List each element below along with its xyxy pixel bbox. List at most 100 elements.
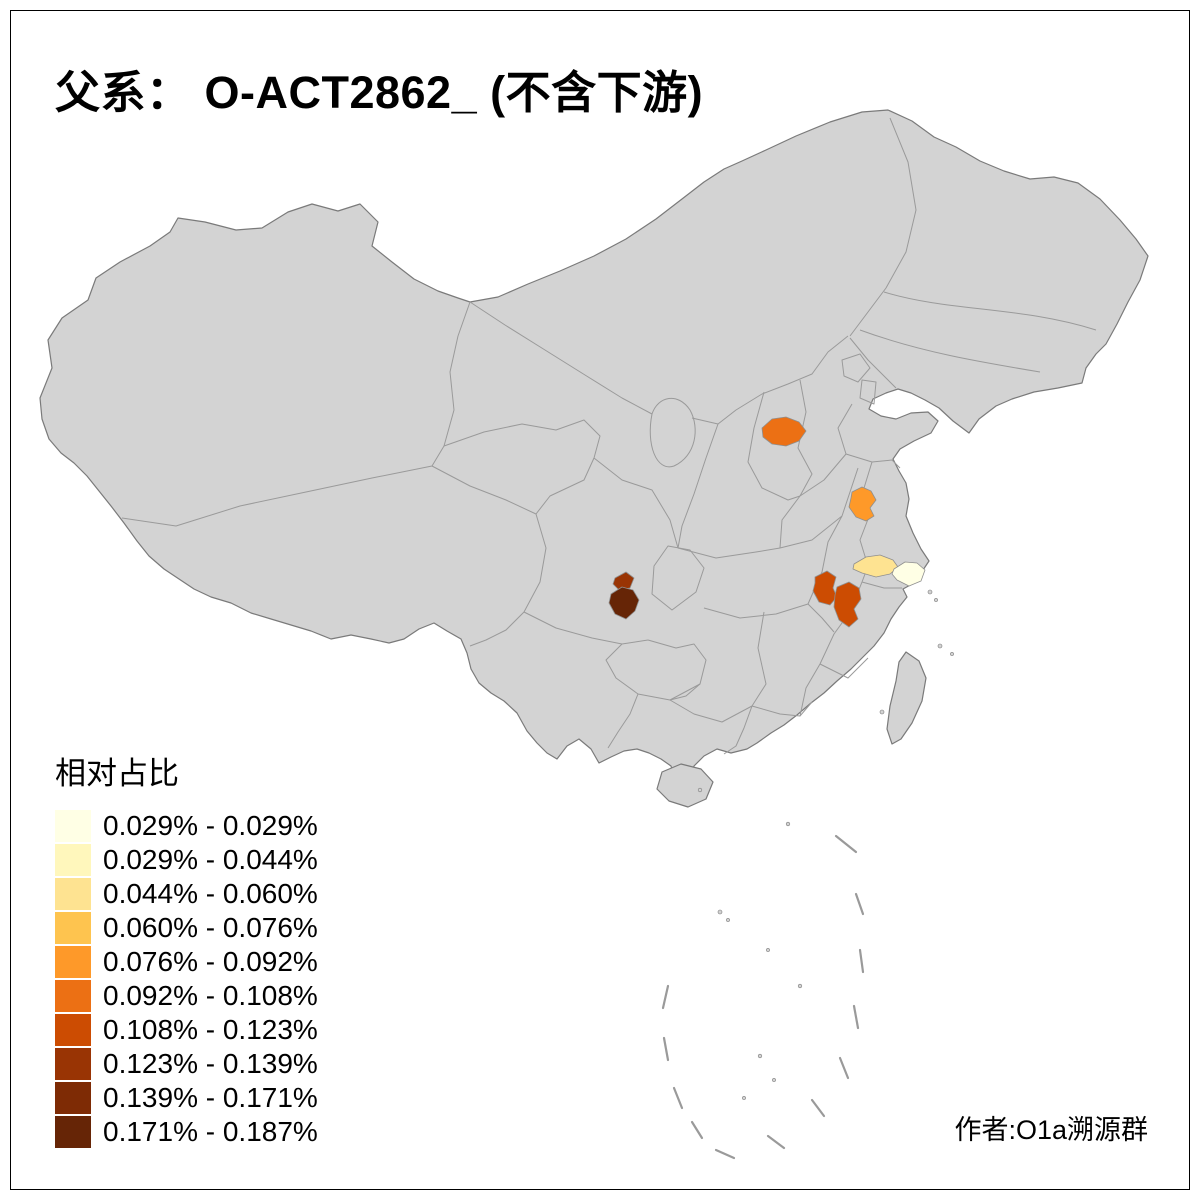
dash-segment — [854, 892, 865, 916]
dash-segment — [672, 1086, 684, 1110]
legend-label: 0.123% - 0.139% — [103, 1048, 318, 1079]
legend-label: 0.076% - 0.092% — [103, 946, 318, 977]
province-border-line — [669, 683, 701, 701]
map-patch-7 — [612, 571, 635, 591]
map-patch-5 — [812, 570, 838, 606]
legend-item: 0.044% - 0.060% — [55, 877, 318, 911]
legend-swatch — [55, 912, 91, 944]
legend-swatch — [55, 1048, 91, 1080]
legend-item: 0.092% - 0.108% — [55, 979, 318, 1013]
island-dot — [879, 709, 885, 715]
map-patch-2 — [848, 486, 877, 522]
island-dot — [934, 598, 938, 602]
province-border-line — [677, 423, 719, 549]
legend-item: 0.139% - 0.171% — [55, 1081, 318, 1115]
province-border-line — [669, 699, 753, 723]
province-border-line — [607, 693, 639, 749]
province-border-line — [593, 457, 679, 549]
legend-item: 0.108% - 0.123% — [55, 1013, 318, 1047]
island-dot — [726, 918, 730, 922]
province-border-line — [837, 403, 901, 469]
province-border-line — [605, 639, 707, 701]
legend-swatch — [55, 878, 91, 910]
province-border-line — [807, 603, 835, 633]
province-border-line — [799, 453, 847, 497]
province-border-line — [121, 465, 433, 527]
province-border-line — [819, 657, 869, 679]
province-border-line — [751, 701, 813, 717]
legend-item: 0.076% - 0.092% — [55, 945, 318, 979]
province-border-line — [649, 398, 696, 468]
taiwan-island-shape — [886, 651, 927, 745]
island-dot — [742, 1096, 746, 1100]
page-title: 父系： O-ACT2862_ (不含下游) — [55, 67, 704, 118]
province-border-line — [797, 379, 813, 497]
island-dot — [927, 589, 933, 595]
legend-item: 0.123% - 0.139% — [55, 1047, 318, 1081]
mainland-china-shape — [39, 109, 1149, 792]
province-border-line — [779, 495, 801, 549]
province-border-line — [861, 581, 902, 589]
island-dot — [757, 1053, 763, 1059]
hainan-island-shape — [656, 763, 714, 808]
province-border-line — [443, 419, 601, 459]
legend-swatch — [55, 844, 91, 876]
legend-label: 0.171% - 0.187% — [103, 1116, 318, 1147]
island-dot — [697, 787, 703, 793]
legend-label: 0.139% - 0.171% — [103, 1082, 318, 1113]
legend-item: 0.171% - 0.187% — [55, 1115, 318, 1149]
province-border-line — [751, 611, 767, 707]
legend-swatch — [55, 1082, 91, 1114]
island-dot — [772, 1078, 776, 1082]
legend-swatch — [55, 1116, 91, 1148]
dash-segment — [834, 834, 858, 854]
nine-dash-line — [661, 834, 865, 1160]
dash-segment — [810, 1098, 826, 1118]
legend-item: 0.060% - 0.076% — [55, 911, 318, 945]
dash-segment — [766, 1134, 786, 1150]
legend-label: 0.092% - 0.108% — [103, 980, 318, 1011]
author-credit: 作者:O1a溯源群 — [954, 1115, 1148, 1145]
province-border-line — [651, 545, 705, 611]
choropleth-patches — [608, 416, 926, 628]
legend-items: 0.029% - 0.029% 0.029% - 0.044% 0.044% - 0… — [55, 809, 318, 1149]
province-border-line — [691, 335, 849, 425]
dash-segment — [838, 1056, 850, 1080]
land-group — [39, 109, 1149, 808]
legend-swatch — [55, 1014, 91, 1046]
province-border-line — [523, 611, 649, 645]
map-patch-1 — [761, 416, 807, 447]
legend-label: 0.044% - 0.060% — [103, 878, 318, 909]
dash-segment — [714, 1148, 736, 1160]
province-border-line — [723, 705, 753, 755]
island-dot — [797, 983, 803, 989]
province-border-line — [799, 663, 821, 717]
island-dot — [937, 643, 943, 649]
legend-swatch — [55, 980, 91, 1012]
legend-swatch — [55, 810, 91, 842]
dash-segment — [662, 1036, 670, 1062]
province-borders — [121, 117, 1097, 755]
legend-label: 0.029% - 0.044% — [103, 844, 318, 875]
island-dot — [717, 909, 723, 915]
legend-swatch — [55, 946, 91, 978]
dash-segment — [690, 1120, 704, 1140]
province-border-line — [703, 603, 809, 619]
map-patch-8 — [608, 586, 640, 620]
legend-label: 0.060% - 0.076% — [103, 912, 318, 943]
province-border-line — [747, 391, 801, 501]
island-dot — [785, 821, 791, 827]
legend-item: 0.029% - 0.044% — [55, 843, 318, 877]
legend: 相对占比 0.029% - 0.029% 0.029% - 0.044% 0.044… — [55, 748, 318, 1149]
dash-segment — [858, 948, 865, 974]
province-border-line — [431, 301, 471, 467]
province-border-line — [535, 457, 595, 515]
map-patch-6 — [833, 581, 862, 628]
island-dot — [950, 652, 954, 656]
province-border-line — [859, 379, 877, 405]
legend-label: 0.029% - 0.029% — [103, 810, 318, 841]
province-border-line — [469, 301, 653, 415]
legend-label: 0.108% - 0.123% — [103, 1014, 318, 1045]
